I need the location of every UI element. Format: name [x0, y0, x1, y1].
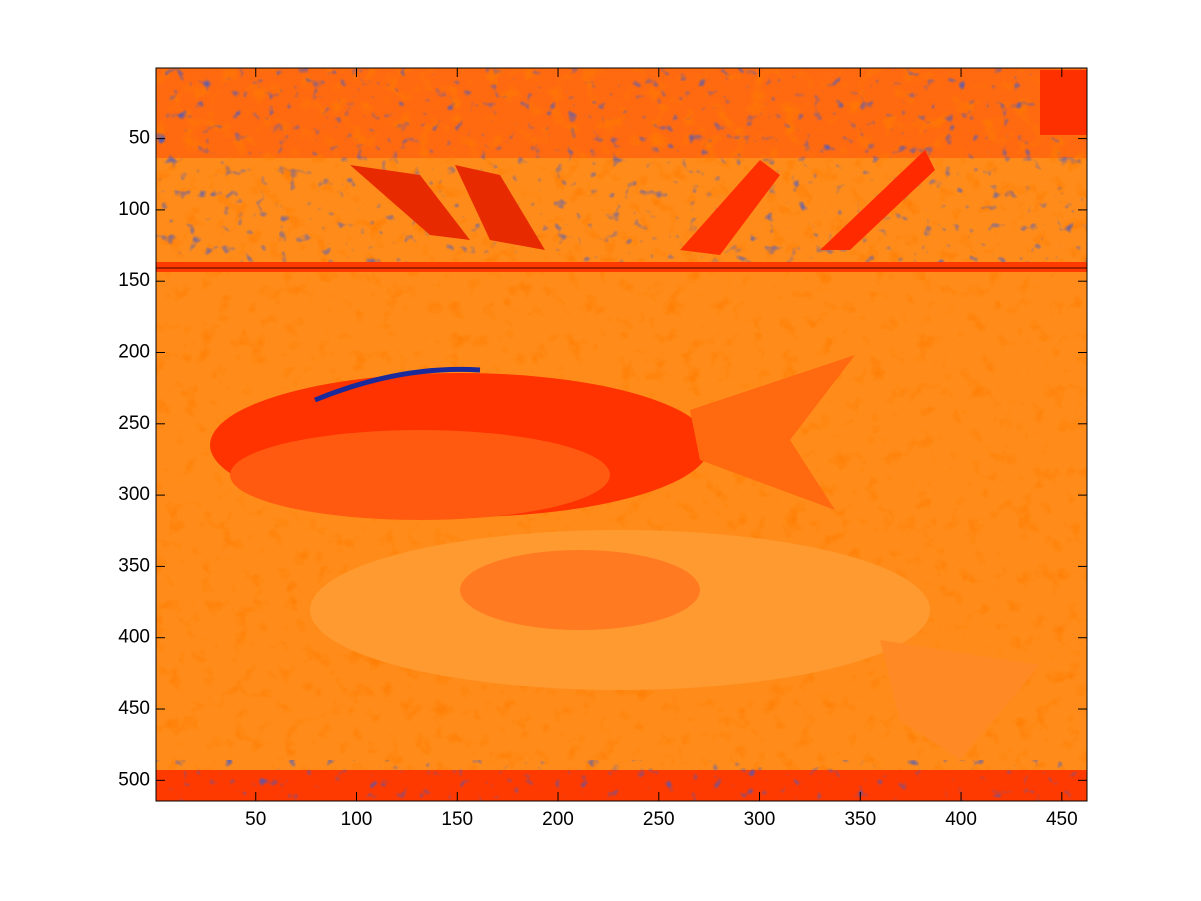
- x-tick-label: 250: [643, 809, 675, 830]
- x-tick-label: 100: [341, 809, 373, 830]
- x-tick-label: 50: [245, 809, 266, 830]
- y-tick-label: 450: [118, 698, 150, 719]
- image: [156, 68, 1087, 801]
- y-tick-label: 150: [118, 270, 150, 291]
- x-tick-label: 400: [945, 809, 977, 830]
- x-tick-label: 450: [1046, 809, 1078, 830]
- x-tick-label: 350: [844, 809, 876, 830]
- y-tick-label: 200: [118, 342, 150, 363]
- y-tick-label: 300: [118, 484, 150, 505]
- y-tick-label: 350: [118, 555, 150, 576]
- x-tick-label: 300: [744, 809, 776, 830]
- y-tick-label: 100: [118, 199, 150, 220]
- y-tick-label: 400: [118, 627, 150, 648]
- x-tick-label: 150: [441, 809, 473, 830]
- axes-box: [155, 67, 1088, 802]
- y-tick-label: 500: [118, 769, 150, 790]
- y-tick-label: 50: [129, 128, 150, 149]
- y-tick-label: 250: [118, 413, 150, 434]
- x-tick-label: 200: [542, 809, 574, 830]
